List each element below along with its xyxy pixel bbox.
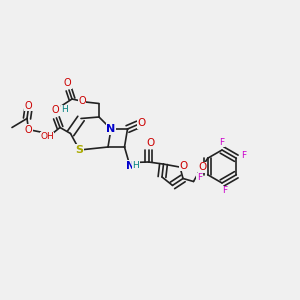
Text: O: O	[78, 96, 86, 106]
Text: H: H	[133, 161, 139, 170]
Text: O: O	[179, 160, 188, 171]
Text: O: O	[198, 162, 207, 172]
Text: OH: OH	[40, 132, 54, 141]
Text: O: O	[25, 124, 32, 135]
Text: S: S	[76, 145, 83, 155]
Text: H: H	[61, 105, 68, 114]
Text: N: N	[106, 124, 116, 134]
Text: N: N	[126, 160, 135, 171]
Text: O: O	[137, 118, 146, 128]
Text: O: O	[25, 101, 32, 111]
Text: O: O	[52, 105, 60, 116]
Text: O: O	[64, 78, 71, 88]
Text: F: F	[197, 173, 202, 182]
Text: F: F	[222, 186, 228, 195]
Text: O: O	[147, 138, 155, 148]
Text: F: F	[241, 151, 246, 160]
Text: F: F	[219, 138, 225, 147]
